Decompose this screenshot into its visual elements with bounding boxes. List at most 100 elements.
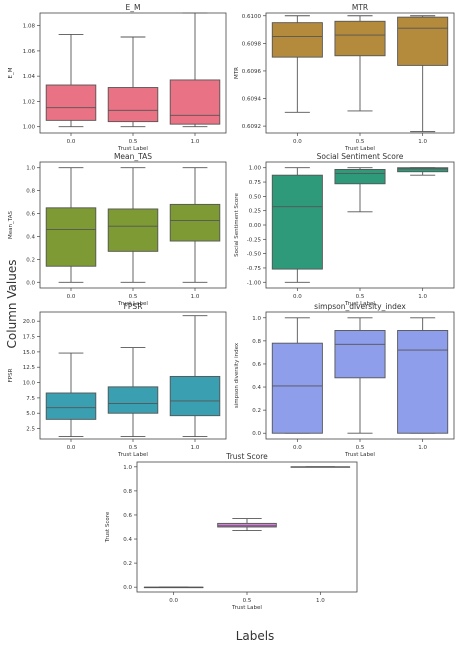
chart-title: E_M: [126, 3, 141, 12]
y-axis-label: E_M: [8, 67, 14, 78]
box-plot-0.0: [271, 167, 323, 283]
y-axis-label: Mean_TAS: [8, 211, 14, 239]
x-tick-label: 0.5: [243, 598, 252, 604]
iqr-box: [271, 174, 323, 270]
iqr-box: [107, 386, 159, 414]
x-tick-label: 1.0: [316, 598, 325, 604]
box-plot-0.0: [271, 15, 323, 113]
y-tick-label: -1.00: [247, 280, 262, 286]
y-tick-label: 0.0: [123, 585, 132, 591]
y-tick-label: 0.8: [123, 489, 132, 495]
y-tick-label: 0.8: [26, 189, 35, 195]
y-axis-label: MTR: [234, 67, 240, 79]
subplot: Social Sentiment Score -1.00 -0.75 -0.50 -0.…: [234, 152, 455, 307]
y-tick-label: 0.6096: [242, 69, 262, 75]
iqr-box: [271, 22, 323, 58]
y-tick-label: -0.75: [247, 266, 262, 272]
x-tick-label: 0.5: [356, 294, 365, 300]
box-plot-0.5: [334, 317, 386, 434]
y-tick-label: 1.0: [252, 316, 261, 322]
y-tick-label: 1.00: [249, 166, 262, 172]
x-axis-label: Trust Label: [344, 146, 375, 152]
y-tick-label: 20.0: [23, 319, 36, 325]
x-tick-label: 0.5: [356, 445, 365, 451]
y-tick-label: 0.00: [249, 223, 262, 229]
iqr-box: [169, 79, 221, 125]
subplot: FPSR 2.5 5.0 7.5 10.0 12.5 15.0 17.5 20.0 FPSR 0.0…: [8, 302, 227, 458]
y-axis-label: simpson diversity index: [234, 342, 240, 408]
box-plot-0.5: [334, 15, 386, 112]
y-tick-label: 0.2: [26, 257, 35, 263]
y-tick-label: 0.8: [252, 339, 261, 345]
figure-ylabel: Column Values: [5, 260, 19, 349]
y-tick-label: 0.25: [249, 209, 262, 215]
box-plot-1.0: [290, 466, 351, 468]
chart-title: simpson_diversity_index: [314, 302, 406, 311]
iqr-box: [397, 330, 449, 434]
x-tick-label: 0.0: [169, 598, 178, 604]
box-plot-1.0: [397, 15, 449, 133]
y-axis-label: Social Sentiment Score: [234, 193, 240, 257]
y-tick-label: 0.4: [26, 234, 35, 240]
iqr-box: [45, 207, 97, 267]
y-tick-label: 1.02: [23, 99, 35, 105]
figure-xlabel: Labels: [236, 629, 275, 643]
subplot: simpson_diversity_index 0.0 0.2 0.4 0.6 0.8 1.…: [234, 302, 455, 458]
iqr-box: [45, 392, 97, 420]
box-plot-1.0: [397, 167, 449, 176]
y-tick-label: 1.08: [23, 24, 36, 30]
y-tick-label: 0.6: [252, 362, 261, 368]
x-tick-label: 0.5: [356, 139, 365, 145]
x-tick-label: 1.0: [418, 445, 427, 451]
box-plot-1.0: [397, 317, 449, 434]
x-tick-label: 1.0: [418, 294, 427, 300]
box-plot-1.0: [169, 315, 221, 437]
x-tick-label: 0.0: [293, 294, 302, 300]
x-tick-label: 1.0: [191, 139, 200, 145]
box-plot-0.5: [107, 167, 159, 283]
iqr-box: [334, 20, 386, 57]
chart-title: FPSR: [124, 302, 143, 311]
iqr-box: [169, 203, 221, 242]
iqr-box: [334, 168, 386, 185]
iqr-box: [397, 16, 449, 66]
iqr-box: [334, 330, 386, 379]
x-tick-label: 1.0: [191, 445, 200, 451]
y-tick-label: 0.6098: [242, 41, 262, 47]
x-axis-label: Trust Label: [231, 605, 262, 611]
x-tick-label: 0.0: [293, 445, 302, 451]
y-tick-label: 0.6094: [242, 97, 262, 103]
y-tick-label: 10.0: [23, 381, 36, 387]
charts-group: E_M1.001.021.041.061.08E_M0.0 0.5 1.0Trust…: [8, 3, 455, 611]
box-plot-0.0: [45, 167, 97, 283]
y-tick-label: 0.6: [26, 212, 35, 218]
x-tick-label: 0.5: [129, 139, 138, 145]
iqr-box: [217, 522, 277, 528]
x-axis-label: Trust Label: [344, 452, 375, 458]
box-plot-0.0: [271, 317, 323, 434]
iqr-box: [45, 84, 97, 121]
y-tick-label: 0.0: [252, 431, 261, 437]
y-tick-label: 0.6092: [242, 124, 261, 130]
y-tick-label: 0.0: [26, 280, 35, 286]
iqr-box: [397, 167, 449, 173]
subplot: Mean_TAS 0.0 0.2 0.4 0.6 0.8 1.0 Mean_TAS 0.0 0.5…: [8, 152, 227, 307]
x-tick-label: 0.0: [293, 139, 302, 145]
x-axis-label: Trust Label: [344, 301, 375, 307]
chart-title: MTR: [352, 3, 368, 12]
y-tick-label: 2.5: [26, 427, 35, 433]
y-axis-label: FPSR: [8, 368, 14, 382]
y-tick-label: 0.4: [123, 537, 132, 543]
y-tick-label: 7.5: [26, 396, 35, 402]
y-tick-label: 0.2: [252, 408, 261, 414]
box-plot-0.5: [334, 167, 386, 213]
y-tick-label: 0.6100: [242, 14, 262, 20]
box-plot-0.5: [217, 518, 277, 532]
box-plot-0.5: [107, 347, 159, 437]
x-tick-label: 1.0: [191, 294, 200, 300]
y-tick-label: 17.5: [23, 335, 36, 341]
box-plot-0.0: [143, 586, 204, 589]
y-tick-label: 1.04: [23, 74, 36, 80]
chart-title: Mean_TAS: [114, 152, 152, 161]
box-plot-0.5: [107, 36, 159, 128]
